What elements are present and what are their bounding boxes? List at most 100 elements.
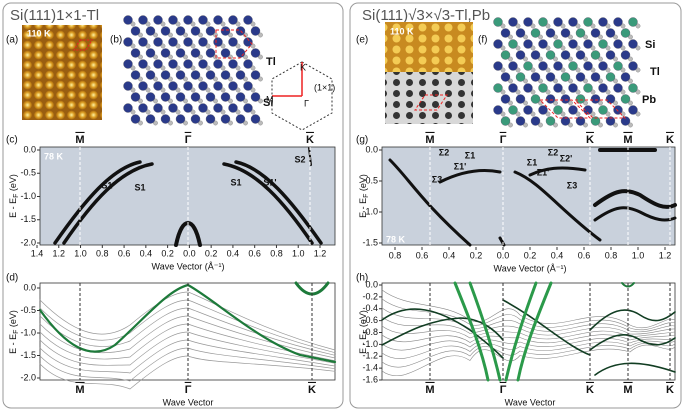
atom <box>575 50 586 60</box>
atom <box>575 72 586 82</box>
atom <box>123 59 133 69</box>
label: Wave Vector <box>163 397 214 407</box>
atom <box>213 37 223 47</box>
atom <box>213 15 223 25</box>
atom <box>243 15 253 25</box>
atom <box>598 105 608 115</box>
label: 0.4 <box>140 248 153 258</box>
band <box>593 189 677 209</box>
atom <box>153 37 163 47</box>
atom <box>598 39 608 49</box>
atom <box>523 105 533 115</box>
atom-si <box>138 76 143 82</box>
atom-si <box>160 87 166 93</box>
atom <box>243 37 253 47</box>
label: Σ2 <box>548 147 558 157</box>
atom <box>228 81 238 91</box>
atom <box>605 50 616 60</box>
unit-cell <box>538 99 627 119</box>
atom-si <box>538 122 543 128</box>
band <box>381 307 676 333</box>
atom-si <box>198 54 203 60</box>
label: (e) <box>356 35 368 46</box>
atom-si <box>130 21 136 27</box>
atom <box>493 61 503 71</box>
atom <box>130 92 141 102</box>
atom-si <box>235 43 241 49</box>
atom-si <box>228 120 233 126</box>
atom-si <box>515 67 521 73</box>
atom <box>183 15 193 25</box>
atom <box>243 59 253 69</box>
atom-si <box>153 54 158 60</box>
atom-si <box>145 21 151 27</box>
band <box>39 331 336 366</box>
atom <box>515 28 526 38</box>
atom <box>250 92 261 102</box>
label: -0.5 <box>20 168 36 178</box>
atom-si <box>545 111 551 117</box>
atom <box>205 114 216 124</box>
label: 1.0 <box>632 250 645 260</box>
atom <box>183 37 193 47</box>
unit-cell <box>414 94 448 111</box>
label: M <box>623 134 632 146</box>
label-part: (eV) <box>8 310 18 330</box>
atom-si <box>530 67 536 73</box>
atom <box>560 94 571 104</box>
label: 0.2 <box>524 250 537 260</box>
atom <box>500 94 511 104</box>
atom-si <box>628 122 633 128</box>
atom-si <box>500 67 506 73</box>
unit-cell <box>73 39 93 51</box>
atom-si <box>500 89 506 95</box>
atom-si <box>183 76 188 82</box>
atom <box>620 94 631 104</box>
atom-si <box>635 111 641 117</box>
label: 0.4 <box>443 250 456 260</box>
atom <box>175 26 186 36</box>
atom-si <box>523 122 528 128</box>
atom <box>620 50 631 60</box>
atom <box>515 94 526 104</box>
atom-si <box>620 23 626 29</box>
atom <box>205 70 216 80</box>
atom <box>168 103 178 113</box>
label: 1.2 <box>659 250 672 260</box>
atom-si <box>160 109 166 115</box>
atom <box>198 15 208 25</box>
atom <box>508 83 518 93</box>
stm-image <box>385 22 473 72</box>
label: M <box>75 134 84 146</box>
atom <box>508 105 518 115</box>
atom-si <box>175 43 181 49</box>
atom <box>583 61 593 71</box>
atom <box>138 15 148 25</box>
atom <box>530 28 541 38</box>
atom <box>493 39 503 49</box>
atom-si <box>515 89 521 95</box>
atom <box>153 59 163 69</box>
band <box>504 281 538 382</box>
atom-si <box>575 67 581 73</box>
label: 0.8 <box>389 250 402 260</box>
atom-si <box>560 89 566 95</box>
atom <box>605 94 616 104</box>
atom-si <box>175 65 181 71</box>
atom-si <box>620 45 626 51</box>
band <box>381 340 676 359</box>
atom <box>250 70 261 80</box>
label: Si <box>263 97 273 109</box>
atom-si <box>243 98 248 104</box>
atom <box>523 83 533 93</box>
label-part: F <box>13 330 20 334</box>
label: -1.4 <box>362 363 378 373</box>
atom-si <box>568 122 573 128</box>
label: K <box>586 384 594 396</box>
label: 0.0 <box>183 248 196 258</box>
atom <box>598 61 608 71</box>
stm-image <box>385 72 473 124</box>
atom-si <box>258 120 263 126</box>
atom <box>575 116 586 126</box>
label: 0.6 <box>416 250 429 260</box>
